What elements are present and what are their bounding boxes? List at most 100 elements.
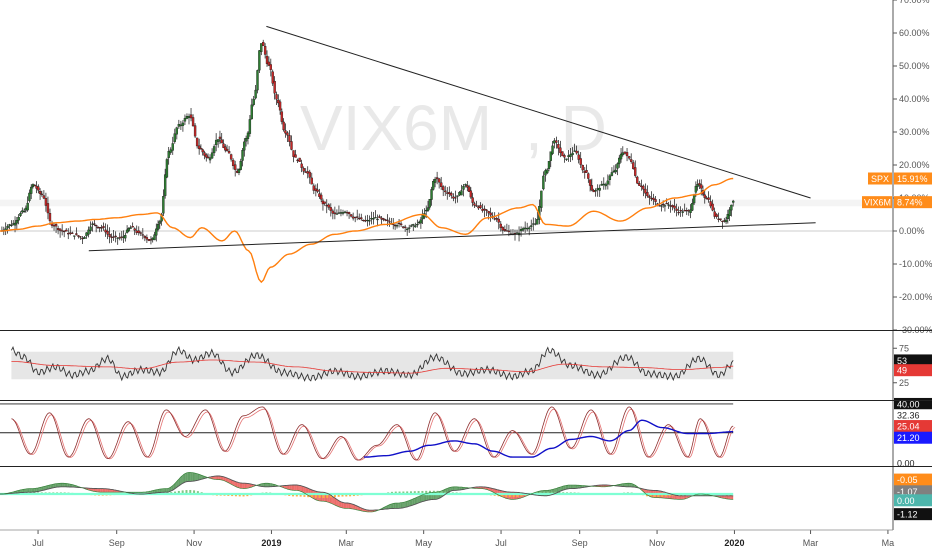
candle-body xyxy=(37,186,40,191)
candle-body xyxy=(89,226,92,231)
macd-cloud-slice xyxy=(38,487,40,492)
macd-cloud-slice xyxy=(30,488,32,493)
rsi-axis-tick-label: 25 xyxy=(899,378,909,388)
macd-histogram-bar xyxy=(318,494,321,499)
candle-body xyxy=(467,186,471,192)
macd-histogram-bar xyxy=(234,494,237,497)
candle-body xyxy=(430,189,433,200)
candle-body xyxy=(495,218,498,220)
macd-cloud-slice xyxy=(228,478,230,484)
main-axis-tick-label: -20.00% xyxy=(899,292,932,302)
candle-body xyxy=(473,203,476,206)
macd-cloud-slice xyxy=(60,483,63,487)
candle-body xyxy=(475,205,478,207)
candle-body xyxy=(10,224,13,227)
spx-name-text: SPX xyxy=(871,174,889,184)
candle-body xyxy=(596,188,599,190)
candle-body xyxy=(677,211,680,214)
candle-body xyxy=(290,141,293,150)
candle-body xyxy=(618,157,621,165)
vix6m-value-badge-bg xyxy=(894,196,932,209)
macd-cloud-slice xyxy=(199,474,201,480)
macd-cloud-slice xyxy=(168,487,170,492)
macd-cloud-slice xyxy=(398,502,400,509)
candle-body xyxy=(222,143,225,148)
candle-body xyxy=(573,150,576,152)
rsi-value-badge: 53 xyxy=(894,354,932,367)
candle-body xyxy=(489,212,492,216)
rsi-axis[interactable]: 75 25 xyxy=(893,343,909,388)
macd-axis[interactable]: -0.05 -1.070.00 -1.12 xyxy=(894,473,932,521)
time-axis[interactable]: Jul Sep Nov 2019 Mar May Jul Sep Nov 2020 Mar Ma xyxy=(32,530,894,548)
candle-body xyxy=(131,226,134,228)
macd-cloud-slice xyxy=(570,485,573,489)
candle-body xyxy=(112,236,115,238)
macd-cloud-slice xyxy=(164,488,167,493)
trend-value-badge-text: 21.20 xyxy=(897,433,920,443)
macd-cloud-slice xyxy=(270,483,272,487)
candle-body xyxy=(634,167,637,176)
macd-cloud-slice xyxy=(260,483,262,487)
macd-cloud-slice xyxy=(156,489,158,493)
main-price-panel[interactable]: 70.00%60.00%50.00%40.00%30.00%20.00%10.0… xyxy=(0,0,932,530)
candle-body xyxy=(81,237,84,240)
macd-cloud-slice xyxy=(171,485,173,491)
macd-cloud-slice xyxy=(723,495,725,499)
time-tick-label: Nov xyxy=(186,538,203,548)
candle-body xyxy=(267,61,271,66)
macd-cloud-slice xyxy=(27,488,30,493)
candle-body xyxy=(679,210,682,212)
candle-body xyxy=(246,132,250,139)
candle-body xyxy=(654,199,657,202)
candle-body xyxy=(412,224,415,226)
macd-cloud-slice xyxy=(682,495,684,500)
candle-body xyxy=(619,153,623,160)
candle-body xyxy=(205,154,208,158)
macd-cloud-slice xyxy=(287,485,290,490)
candle-body xyxy=(640,185,643,188)
candle-body xyxy=(557,144,560,149)
candle-body xyxy=(700,184,703,189)
candle-body xyxy=(345,212,349,214)
candle-body xyxy=(69,232,72,234)
main-price-axis[interactable]: 70.00%60.00%50.00%40.00%30.00%20.00%10.0… xyxy=(892,0,932,530)
candle-body xyxy=(331,210,335,214)
macd-cloud-slice xyxy=(338,500,340,508)
candle-body xyxy=(218,136,222,139)
macd-cloud-slice xyxy=(568,485,570,489)
macd-cloud-slice xyxy=(683,495,685,500)
candle-body xyxy=(728,209,731,217)
candle-body xyxy=(671,205,674,208)
candle-body xyxy=(534,223,537,225)
candle-body xyxy=(214,139,218,146)
candle-body xyxy=(696,184,699,187)
candle-body xyxy=(258,50,261,71)
lower-trendline[interactable] xyxy=(88,222,816,252)
macd-histogram-bar xyxy=(661,494,664,497)
macd-cloud-slice xyxy=(16,490,18,493)
macd-cloud-slice xyxy=(53,483,55,488)
macd-cloud-slice xyxy=(489,487,491,492)
macd-panel[interactable]: -0.05 -1.070.00 -1.12 xyxy=(0,472,932,521)
candle-body xyxy=(135,230,138,233)
macd-cloud-slice xyxy=(494,488,496,494)
candle-body xyxy=(437,178,441,183)
candle-body xyxy=(77,235,80,237)
macd-cloud-slice xyxy=(334,498,337,506)
candle-body xyxy=(358,217,361,220)
candle-body xyxy=(399,223,403,226)
candle-body xyxy=(212,146,216,154)
macd-cloud-slice xyxy=(249,483,252,488)
macd-cloud-slice xyxy=(157,489,159,493)
spx-value-badge: 15.91% xyxy=(894,172,932,185)
upper-trendline[interactable] xyxy=(266,25,811,199)
candle-body xyxy=(189,114,193,119)
candle-body xyxy=(87,229,90,235)
candle-body xyxy=(333,212,337,215)
macd-cloud-slice xyxy=(186,472,188,482)
candle-body xyxy=(356,216,359,218)
candle-body xyxy=(327,204,330,208)
